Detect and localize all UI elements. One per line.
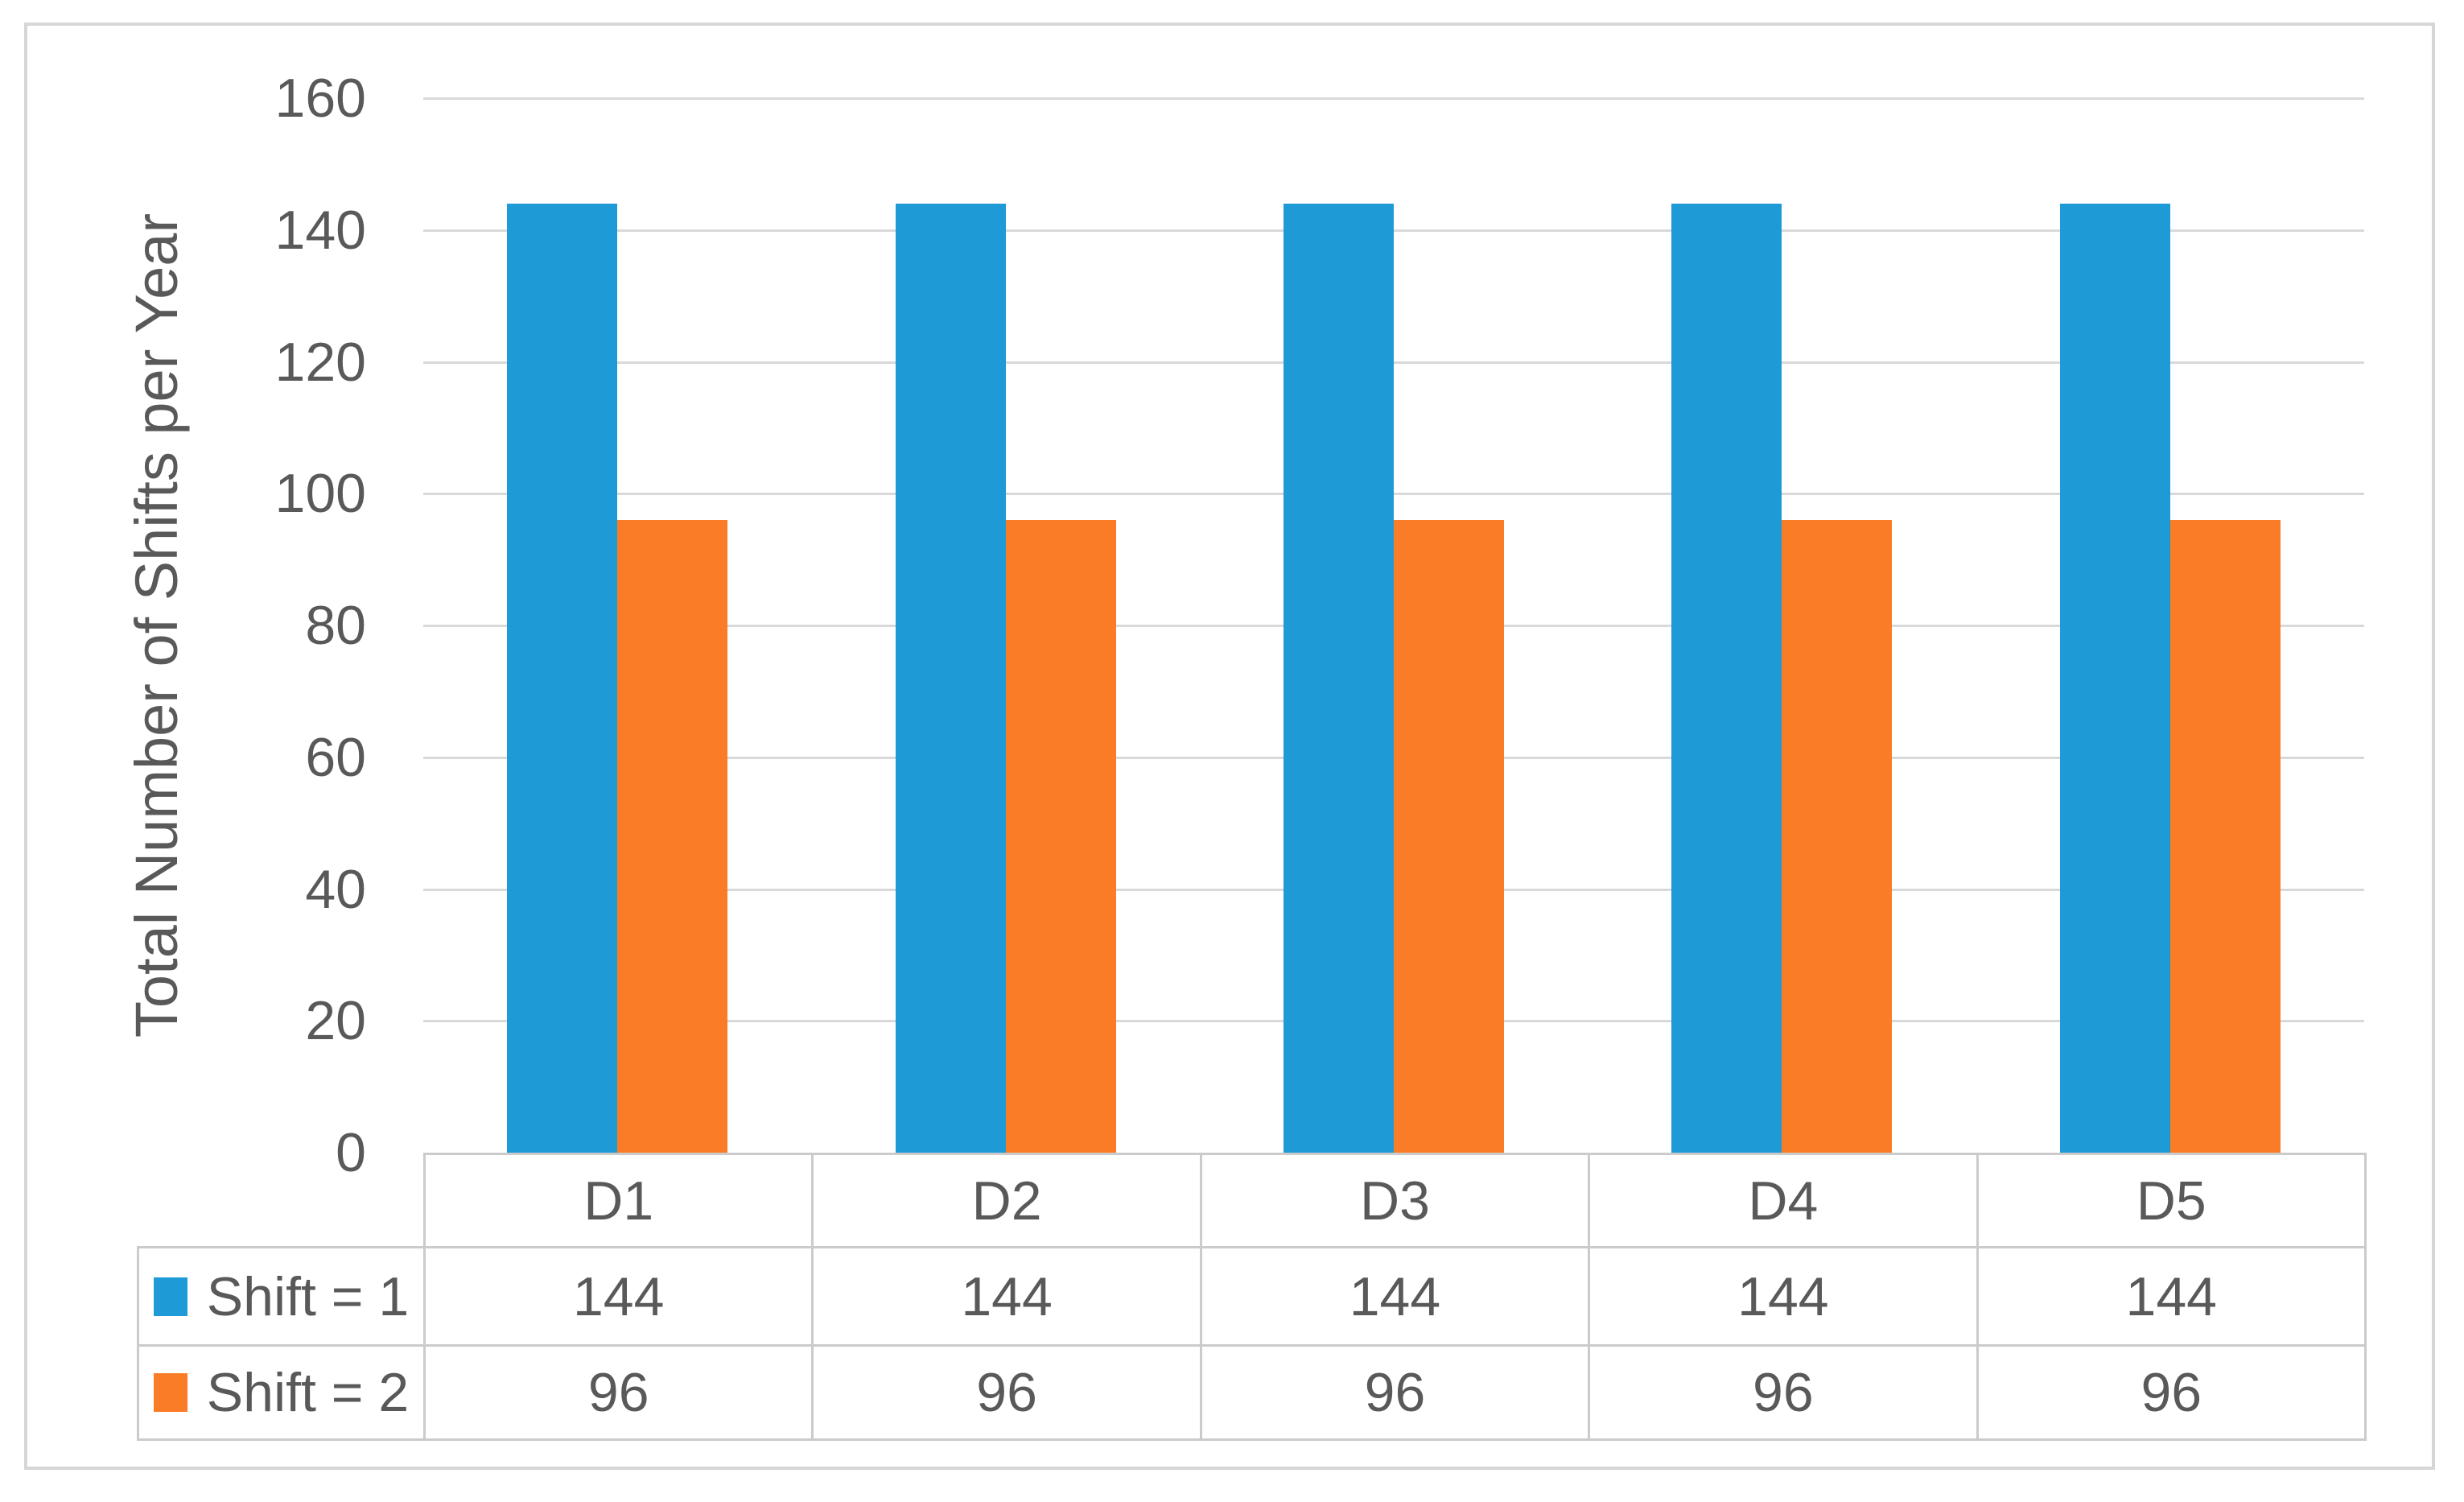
- y-tick-label-140: 140: [274, 200, 366, 261]
- data-table: D1 D2 D3 D4 D5 Shift = 1 144 144 144 144 144 Shift …: [137, 1153, 2367, 1441]
- y-tick-label-40: 40: [305, 859, 366, 920]
- gridline-y-140: [423, 229, 2364, 232]
- table-value-D3-series-2: 96: [1199, 1344, 1591, 1441]
- bar-D1-series-2: [617, 520, 727, 1153]
- y-tick-label-120: 120: [274, 332, 366, 393]
- bar-D4-series-2: [1782, 520, 1892, 1153]
- gridline-y-100: [423, 493, 2364, 495]
- table-value-D4-series-1: 144: [1588, 1246, 1979, 1347]
- table-value-D1-series-2: 96: [422, 1344, 814, 1441]
- table-value-D4-series-2: 96: [1588, 1344, 1979, 1441]
- table-value-D5-series-1: 144: [1976, 1246, 2367, 1347]
- bar-D3-series-2: [1394, 520, 1504, 1153]
- table-header-D3: D3: [1199, 1153, 1591, 1248]
- table-header-D5: D5: [1976, 1153, 2367, 1248]
- table-value-D2-series-1: 144: [811, 1246, 1202, 1347]
- y-tick-label-80: 80: [305, 595, 366, 656]
- bar-D1-series-1: [507, 204, 617, 1153]
- y-tick-label-0: 0: [336, 1122, 366, 1183]
- table-header-D2: D2: [811, 1153, 1202, 1248]
- y-tick-label-60: 60: [305, 727, 366, 788]
- table-corner-spacer: [138, 1154, 425, 1248]
- table-value-D2-series-2: 96: [811, 1344, 1202, 1441]
- legend-cell-series-1: Shift = 1: [137, 1246, 426, 1347]
- bar-D5-series-2: [2170, 520, 2281, 1153]
- bar-D5-series-1: [2060, 204, 2170, 1153]
- table-value-D5-series-2: 96: [1976, 1344, 2367, 1441]
- legend-swatch-series-1: [153, 1277, 187, 1316]
- y-tick-label-20: 20: [305, 990, 366, 1051]
- y-tick-label-160: 160: [274, 68, 366, 129]
- bar-D2-series-1: [896, 204, 1006, 1153]
- legend-label-series-1: Shift = 1: [206, 1265, 410, 1327]
- table-value-D3-series-1: 144: [1199, 1246, 1591, 1347]
- bar-D2-series-2: [1006, 520, 1116, 1153]
- legend-cell-series-2: Shift = 2: [137, 1344, 426, 1441]
- table-header-D4: D4: [1588, 1153, 1979, 1248]
- y-tick-label-100: 100: [274, 463, 366, 524]
- bar-D4-series-1: [1671, 204, 1782, 1153]
- table-value-D1-series-1: 144: [422, 1246, 814, 1347]
- gridline-y-120: [423, 361, 2364, 364]
- table-header-D1: D1: [422, 1153, 814, 1248]
- gridline-y-160: [423, 97, 2364, 100]
- legend-swatch-series-2: [153, 1373, 187, 1412]
- bar-D3-series-1: [1284, 204, 1394, 1153]
- legend-label-series-2: Shift = 2: [206, 1362, 410, 1423]
